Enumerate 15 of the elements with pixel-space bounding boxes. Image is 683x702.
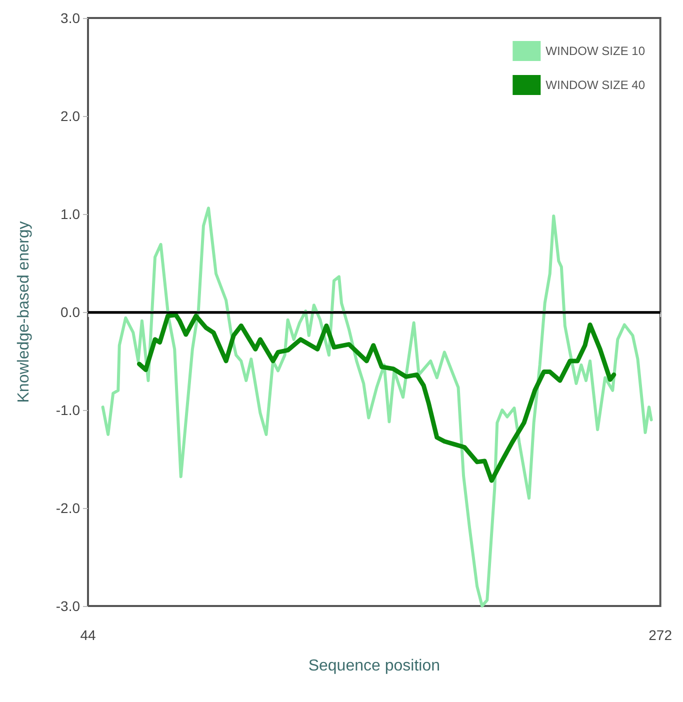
x-tick-label: 44 — [80, 627, 96, 643]
y-tick-label: -2.0 — [56, 500, 80, 516]
x-tick-label: 272 — [648, 627, 672, 643]
line-series — [101, 206, 653, 608]
y-axis-title: Knowledge-based energy — [16, 221, 32, 403]
y-tick-label: 2.0 — [60, 108, 80, 124]
line-series — [136, 312, 616, 483]
y-tick-label: -3.0 — [56, 598, 80, 614]
y-tick-label: 3.0 — [60, 10, 80, 26]
legend-label: WINDOW SIZE 10 — [546, 44, 646, 58]
y-tick-label: -1.0 — [56, 402, 80, 418]
y-tick-label: 1.0 — [60, 206, 80, 222]
y-tick-label: 0.0 — [60, 304, 80, 320]
x-axis-title: Sequence position — [308, 658, 440, 674]
legend-label: WINDOW SIZE 40 — [546, 78, 646, 92]
